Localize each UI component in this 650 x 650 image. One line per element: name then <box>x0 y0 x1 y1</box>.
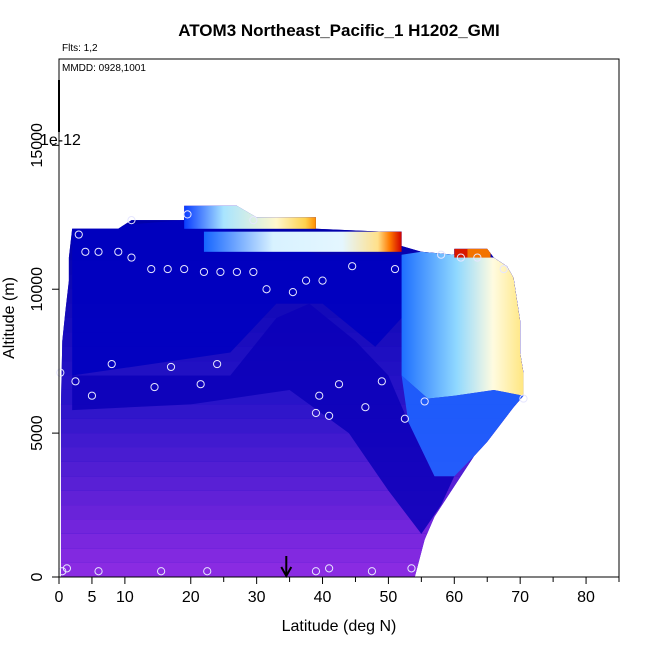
dates-note: MMDD: 0928,1001 <box>62 63 146 74</box>
x-tick-label: 40 <box>314 589 332 606</box>
sample-point <box>166 362 176 372</box>
sample-point <box>180 264 189 274</box>
y-axis: 0 5000 10000 15000 <box>29 59 60 581</box>
dark-blue-core <box>72 303 455 534</box>
sample-point <box>216 267 225 277</box>
sample-point <box>87 391 97 400</box>
sample-point <box>420 397 429 406</box>
sample-point <box>157 567 166 576</box>
chart-title: ATOM3 Northeast_Pacific_1 H1202_GMI <box>178 21 500 40</box>
sample-point <box>213 359 222 369</box>
x-tick-label: 50 <box>380 589 398 606</box>
altitude-band <box>60 519 524 534</box>
x-tick-label: 20 <box>182 589 200 606</box>
sample-point <box>94 567 103 576</box>
sample-point <box>400 414 409 423</box>
sample-point <box>74 230 83 239</box>
sample-point <box>62 564 72 573</box>
sample-point <box>325 411 334 420</box>
dark-blue-upper <box>72 220 402 376</box>
x-tick-label: 80 <box>577 589 595 606</box>
sample-point <box>311 567 321 576</box>
sample-point <box>456 253 465 262</box>
sample-point <box>334 380 344 389</box>
bright-upper-right <box>401 251 524 399</box>
sample-point <box>262 285 271 294</box>
x-tick-label: 10 <box>116 589 134 606</box>
sample-point <box>288 288 297 297</box>
sample-point <box>367 567 377 576</box>
sample-point <box>390 264 400 274</box>
altitude-band <box>60 505 524 520</box>
sample-point <box>127 216 136 225</box>
x-tick-label: 70 <box>511 589 529 606</box>
sample-point <box>232 267 241 277</box>
heatmap-field <box>60 205 524 577</box>
sample-point <box>249 216 258 225</box>
sample-point <box>377 377 386 386</box>
sample-point <box>325 564 334 573</box>
sample-point <box>437 250 446 259</box>
top-band <box>203 231 402 252</box>
sample-point <box>473 253 482 262</box>
y-tick-label: 10000 <box>29 267 46 312</box>
altitude-bands <box>60 205 524 577</box>
x-axis: 0 5 10 20 30 40 50 60 70 80 <box>55 576 620 606</box>
latitude-marker-arrow <box>280 556 293 579</box>
sample-point <box>196 380 205 389</box>
sample-point <box>163 264 172 274</box>
sample-point <box>519 394 528 403</box>
sample-point <box>107 359 116 369</box>
altitude-band <box>60 476 524 491</box>
sample-point <box>203 567 212 576</box>
y-axis-label: Altitude (m) <box>1 277 18 359</box>
sample-point <box>147 264 156 274</box>
sample-point <box>71 377 80 386</box>
sample-point <box>81 247 90 256</box>
y-tick-label: 0 <box>29 572 46 581</box>
sample-point <box>183 210 192 219</box>
x-axis-label: Latitude (deg N) <box>282 618 397 635</box>
x-tick-label: 0 <box>55 589 64 606</box>
marker-head <box>280 566 293 579</box>
orange-strip <box>467 247 491 258</box>
sample-point <box>318 276 327 285</box>
altitude-band <box>60 548 524 563</box>
sample-point <box>311 408 321 418</box>
sample-point <box>94 247 103 256</box>
x-tick-label: 30 <box>248 589 266 606</box>
x-tick-label: 5 <box>87 589 96 606</box>
sample-point <box>315 391 324 400</box>
scale-label: 1e-12 <box>40 132 81 149</box>
y-tick-label: 15000 <box>29 123 46 168</box>
sample-point <box>199 267 209 277</box>
sample-point <box>150 382 159 392</box>
top-hump <box>184 205 316 229</box>
blue-mid-right <box>401 375 524 477</box>
altitude-band <box>60 562 524 577</box>
altitude-band <box>60 533 524 549</box>
sample-point <box>407 564 416 573</box>
altitude-band <box>60 490 524 506</box>
sample-point <box>361 403 370 412</box>
sample-point <box>499 264 508 274</box>
sample-point <box>127 253 136 262</box>
sample-points <box>56 210 528 576</box>
sample-point <box>114 247 123 256</box>
sample-point <box>348 262 357 271</box>
flights-note: Flts: 1,2 <box>62 43 98 54</box>
sample-point <box>56 368 65 377</box>
sample-point <box>301 276 311 285</box>
sample-point <box>249 267 258 277</box>
x-tick-label: 60 <box>445 589 463 606</box>
y-tick-label: 5000 <box>29 415 46 451</box>
